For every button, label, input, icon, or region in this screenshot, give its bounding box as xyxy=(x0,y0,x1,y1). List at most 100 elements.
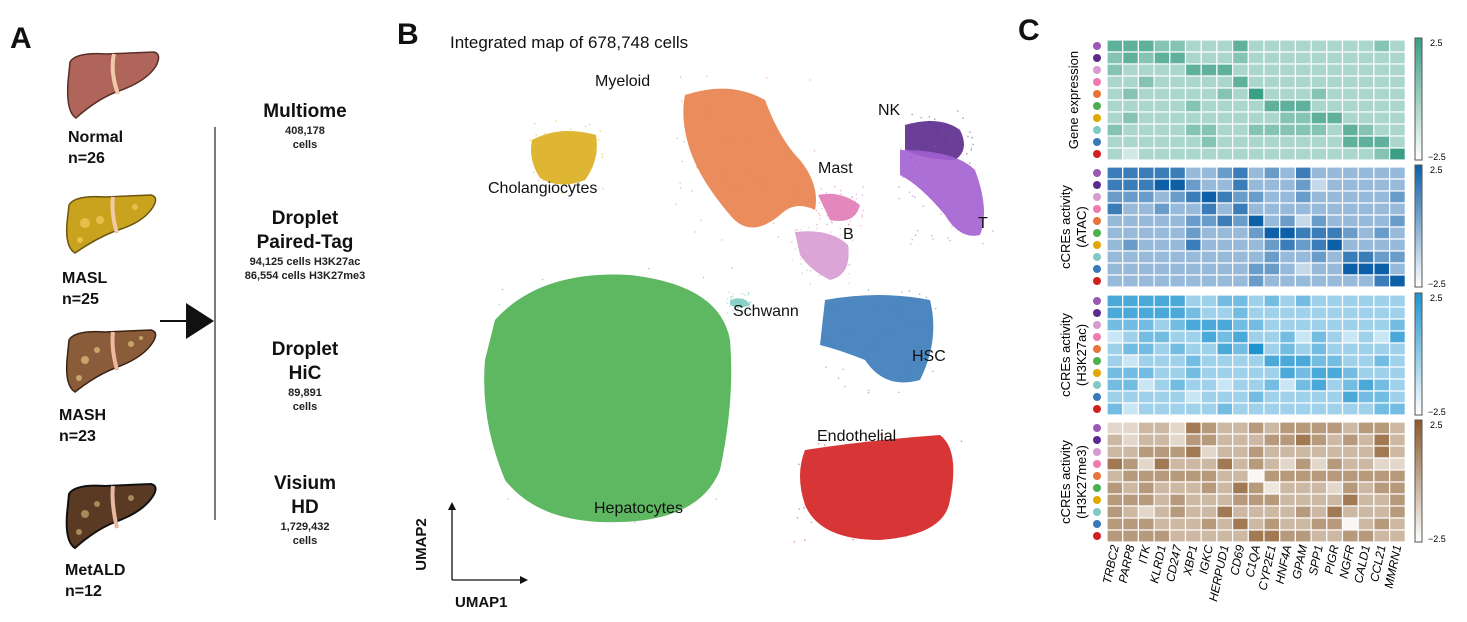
heatmap-cell xyxy=(1388,178,1406,192)
umap-point xyxy=(669,433,672,436)
umap-point xyxy=(911,238,914,241)
umap-point xyxy=(812,509,815,512)
heatmap-cell xyxy=(1373,202,1391,216)
umap-point xyxy=(962,117,964,120)
heatmap-cell xyxy=(1326,493,1344,507)
row-color-dot xyxy=(1093,253,1101,261)
cluster-t xyxy=(898,145,994,245)
umap-point xyxy=(726,312,728,314)
heatmap-cell xyxy=(1263,178,1281,192)
heatmap-cell xyxy=(1247,39,1265,53)
umap-point xyxy=(584,177,587,179)
heatmap-cell xyxy=(1153,433,1171,447)
heatmap-cell xyxy=(1122,330,1139,344)
heatmap-cell xyxy=(1231,433,1249,447)
umap-point xyxy=(708,108,710,111)
umap-point xyxy=(798,463,800,466)
umap-point xyxy=(918,293,921,295)
umap-point xyxy=(837,377,840,380)
heatmap-cell xyxy=(1137,318,1155,332)
umap-point xyxy=(749,302,752,304)
method-paired-tag: Droplet Paired-Tag 94,125 cells H3K27ac … xyxy=(210,207,400,283)
condition-masl: MASL n=25 xyxy=(62,268,107,310)
heatmap-cell xyxy=(1137,214,1155,228)
umap-point xyxy=(851,529,854,532)
umap-point xyxy=(899,377,901,379)
heatmap-cell xyxy=(1341,238,1359,252)
umap-point xyxy=(937,202,939,205)
heatmap-cell xyxy=(1279,354,1296,368)
umap-point xyxy=(819,217,822,220)
umap-point xyxy=(732,304,735,307)
umap-point xyxy=(847,229,850,231)
heatmap-cell xyxy=(1122,238,1139,252)
umap-point xyxy=(799,228,802,231)
heatmap-cell xyxy=(1247,274,1265,288)
umap-point xyxy=(801,272,803,274)
heatmap-cell xyxy=(1310,166,1328,180)
umap-point xyxy=(634,521,636,524)
colorbar-max-label: 2.5 xyxy=(1430,38,1443,48)
heatmap-cell xyxy=(1326,342,1344,356)
umap-point xyxy=(798,508,801,510)
umap-point xyxy=(910,128,912,131)
heatmap-cell xyxy=(1106,517,1124,531)
heatmap-cell xyxy=(1294,226,1312,240)
condition-normal: Normal n=26 xyxy=(68,127,123,169)
heatmap-cell xyxy=(1200,75,1218,89)
heatmap-cell xyxy=(1216,294,1234,308)
heatmap-cell xyxy=(1310,505,1328,519)
heatmap-cell xyxy=(1341,366,1359,380)
heatmap-cell xyxy=(1310,99,1328,113)
heatmap-cell xyxy=(1153,457,1171,471)
heatmap-cell xyxy=(1169,493,1187,507)
heatmap-cell xyxy=(1153,87,1171,101)
heatmap-cell xyxy=(1263,294,1281,308)
umap-point xyxy=(667,441,670,444)
heatmap-cell xyxy=(1388,378,1406,392)
heatmap-cell xyxy=(1279,294,1296,308)
heatmap-cell xyxy=(1279,238,1296,252)
umap-point xyxy=(870,505,873,507)
heatmap-cell xyxy=(1153,306,1171,320)
umap-point xyxy=(847,247,849,249)
umap-point xyxy=(826,431,829,433)
heatmap-cell xyxy=(1200,481,1218,495)
umap-point xyxy=(883,474,885,477)
method-title: Visium xyxy=(274,473,336,494)
umap-point xyxy=(618,505,621,508)
heatmap-cell xyxy=(1184,354,1202,368)
umap-point xyxy=(848,223,850,226)
heatmap-cell xyxy=(1169,433,1187,447)
heatmap-cell xyxy=(1310,147,1328,161)
umap-point xyxy=(849,264,851,266)
umap-point xyxy=(933,118,936,120)
heatmap-cell xyxy=(1106,178,1124,192)
heatmap-cell xyxy=(1310,529,1328,543)
umap-point xyxy=(738,300,741,303)
umap-point xyxy=(540,164,542,166)
heatmap-cell xyxy=(1388,529,1406,543)
umap-point xyxy=(730,297,733,299)
umap-point xyxy=(883,466,885,469)
umap-point xyxy=(970,147,973,149)
heatmap-cell xyxy=(1200,433,1218,447)
heatmap-cell xyxy=(1373,330,1391,344)
heatmap-cell xyxy=(1169,123,1187,137)
umap-point xyxy=(763,185,766,188)
umap-point xyxy=(846,333,849,335)
heatmap-cell xyxy=(1122,250,1139,264)
heatmap-cell xyxy=(1373,238,1391,252)
heatmap-cell xyxy=(1247,445,1265,459)
condition-mash: MASH n=23 xyxy=(59,405,106,447)
umap-point xyxy=(524,391,527,394)
heatmap-cell xyxy=(1137,135,1155,149)
heatmap-cell xyxy=(1216,529,1234,543)
heatmap-cell xyxy=(1231,378,1249,392)
heatmap-cell xyxy=(1122,445,1139,459)
heatmap-cell xyxy=(1153,481,1171,495)
heatmap-cell xyxy=(1373,63,1391,77)
heatmap-cell xyxy=(1310,135,1328,149)
heatmap-cell xyxy=(1137,99,1155,113)
heatmap-cell xyxy=(1357,190,1375,204)
